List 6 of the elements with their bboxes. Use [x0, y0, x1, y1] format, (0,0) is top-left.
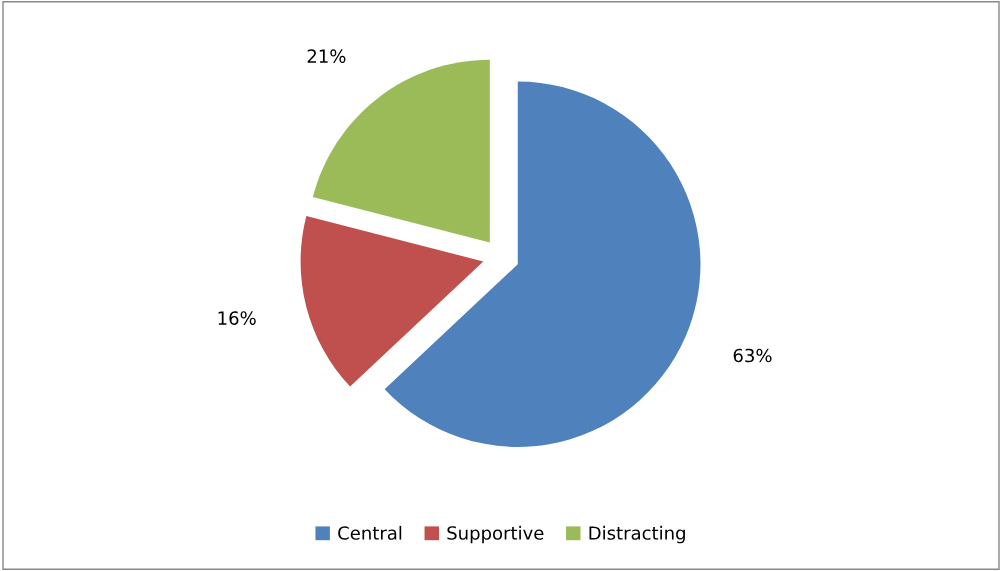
data-label: 21% [307, 49, 346, 63]
legend-label: Supportive [447, 525, 544, 544]
legend-label: Central [338, 525, 402, 540]
data-label: 63% [733, 348, 772, 363]
data-label: 16% [218, 311, 256, 325]
legend-label: Distracting [589, 525, 685, 544]
